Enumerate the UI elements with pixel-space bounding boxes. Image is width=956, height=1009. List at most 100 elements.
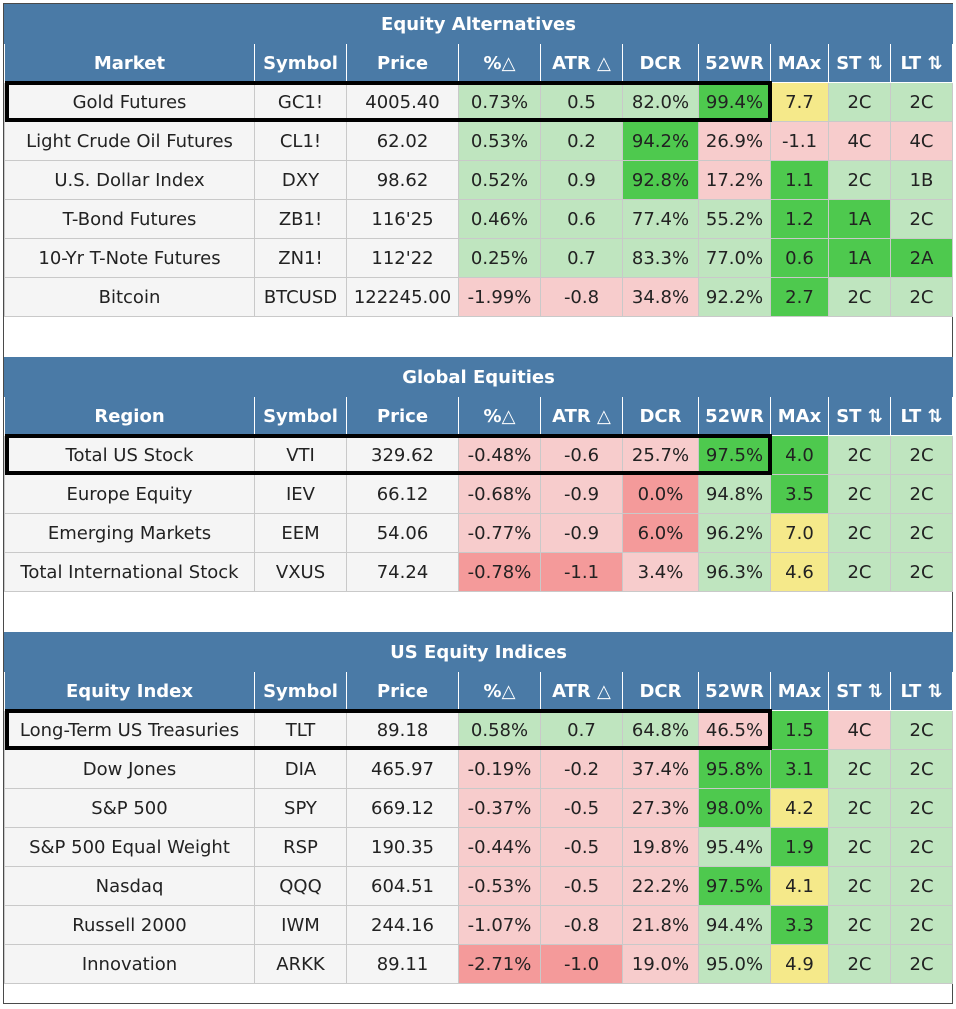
data-table: Global Equities Region Symbol Price %△ ATR △ D… xyxy=(3,357,954,592)
column-header-name[interactable]: Equity Index xyxy=(4,671,255,711)
52wr-cell: 96.2% xyxy=(698,513,771,553)
column-header-metric[interactable]: 52WR xyxy=(698,43,771,83)
column-header-price[interactable]: Price xyxy=(346,43,459,83)
column-header-name[interactable]: Market xyxy=(4,43,255,83)
lt-rating-cell: 2C xyxy=(889,905,954,945)
symbol-cell: QQQ xyxy=(254,866,347,906)
table-row[interactable]: Russell 2000 IWM 244.16 -1.07% -0.8 21.8% 94.4… xyxy=(4,905,954,945)
st-rating-cell: 2C xyxy=(828,552,891,592)
price-cell: 66.12 xyxy=(346,474,459,514)
column-header-metric[interactable]: ST ⇅ xyxy=(828,43,891,83)
table-row[interactable]: S&P 500 SPY 669.12 -0.37% -0.5 27.3% 98.0% 4.2 2… xyxy=(4,788,954,828)
column-header-metric[interactable]: %△ xyxy=(458,43,541,83)
pct-change-cell: 0.58% xyxy=(458,710,541,750)
column-header-metric[interactable]: LT ⇅ xyxy=(889,396,954,436)
column-header-metric[interactable]: ST ⇅ xyxy=(828,396,891,436)
name-cell: U.S. Dollar Index xyxy=(4,160,255,200)
pct-change-cell: -0.78% xyxy=(458,552,541,592)
dcr-cell: 64.8% xyxy=(622,710,699,750)
table-row[interactable]: T-Bond Futures ZB1! 116'25 0.46% 0.6 77.4% 55.… xyxy=(4,199,954,239)
price-cell: 62.02 xyxy=(346,121,459,161)
table-row[interactable]: 10-Yr T-Note Futures ZN1! 112'22 0.25% 0.7 83… xyxy=(4,238,954,278)
st-rating-cell: 1A xyxy=(828,238,891,278)
price-cell: 190.35 xyxy=(346,827,459,867)
table-row[interactable]: Emerging Markets EEM 54.06 -0.77% -0.9 6.0% 96… xyxy=(4,513,954,553)
table-row[interactable]: Dow Jones DIA 465.97 -0.19% -0.2 37.4% 95.8% 3.… xyxy=(4,749,954,789)
lt-rating-cell: 2C xyxy=(889,749,954,789)
column-header-metric[interactable]: DCR xyxy=(622,671,699,711)
column-header-metric[interactable]: MAx xyxy=(770,396,829,436)
column-header-metric[interactable]: LT ⇅ xyxy=(889,43,954,83)
column-header-symbol[interactable]: Symbol xyxy=(254,43,347,83)
st-rating-cell: 4C xyxy=(828,710,891,750)
symbol-cell: ARKK xyxy=(254,944,347,984)
column-header-metric[interactable]: LT ⇅ xyxy=(889,671,954,711)
max-cell: 7.0 xyxy=(770,513,829,553)
max-cell: 3.3 xyxy=(770,905,829,945)
table-row[interactable]: Europe Equity IEV 66.12 -0.68% -0.9 0.0% 94.8%… xyxy=(4,474,954,514)
atr-change-cell: 0.7 xyxy=(540,238,623,278)
st-rating-cell: 2C xyxy=(828,944,891,984)
max-cell: 1.9 xyxy=(770,827,829,867)
name-cell: T-Bond Futures xyxy=(4,199,255,239)
lt-rating-cell: 2C xyxy=(889,513,954,553)
dcr-cell: 83.3% xyxy=(622,238,699,278)
column-header-metric[interactable]: ATR △ xyxy=(540,396,623,436)
section-title-row: US Equity Indices xyxy=(3,632,954,672)
column-header-metric[interactable]: %△ xyxy=(458,396,541,436)
max-cell: 1.1 xyxy=(770,160,829,200)
column-header-metric[interactable]: MAx xyxy=(770,671,829,711)
table-row[interactable]: U.S. Dollar Index DXY 98.62 0.52% 0.9 92.8% 17… xyxy=(4,160,954,200)
table-row[interactable]: Total US Stock VTI 329.62 -0.48% -0.6 25.7% 97… xyxy=(4,435,954,475)
section-title-row: Equity Alternatives xyxy=(3,4,954,44)
symbol-cell: VXUS xyxy=(254,552,347,592)
column-header-metric[interactable]: ATR △ xyxy=(540,43,623,83)
name-cell: S&P 500 Equal Weight xyxy=(4,827,255,867)
max-cell: 4.2 xyxy=(770,788,829,828)
name-cell: Total International Stock xyxy=(4,552,255,592)
lt-rating-cell: 2C xyxy=(889,788,954,828)
table-row[interactable]: Light Crude Oil Futures CL1! 62.02 0.53% 0.2… xyxy=(4,121,954,161)
column-header-price[interactable]: Price xyxy=(346,671,459,711)
column-header-symbol[interactable]: Symbol xyxy=(254,671,347,711)
lt-rating-cell: 2C xyxy=(889,827,954,867)
table-row[interactable]: Nasdaq QQQ 604.51 -0.53% -0.5 22.2% 97.5% 4.1 2C… xyxy=(4,866,954,906)
lt-rating-cell: 2A xyxy=(889,238,954,278)
table-row[interactable]: S&P 500 Equal Weight RSP 190.35 -0.44% -0.5 1… xyxy=(4,827,954,867)
table-row[interactable]: Long-Term US Treasuries TLT 89.18 0.58% 0.7 6… xyxy=(4,710,954,750)
max-cell: 4.1 xyxy=(770,866,829,906)
column-header-metric[interactable]: 52WR xyxy=(698,671,771,711)
column-header-metric[interactable]: DCR xyxy=(622,396,699,436)
table-row[interactable]: Total International Stock VXUS 74.24 -0.78%… xyxy=(4,552,954,592)
column-header-metric[interactable]: ST ⇅ xyxy=(828,671,891,711)
52wr-cell: 92.2% xyxy=(698,277,771,317)
column-header-symbol[interactable]: Symbol xyxy=(254,396,347,436)
column-header-price[interactable]: Price xyxy=(346,396,459,436)
column-header-metric[interactable]: ATR △ xyxy=(540,671,623,711)
atr-change-cell: -0.5 xyxy=(540,827,623,867)
52wr-cell: 94.8% xyxy=(698,474,771,514)
price-cell: 54.06 xyxy=(346,513,459,553)
max-cell: 1.2 xyxy=(770,199,829,239)
name-cell: S&P 500 xyxy=(4,788,255,828)
table-row[interactable]: Innovation ARKK 89.11 -2.71% -1.0 19.0% 95.0% 4… xyxy=(4,944,954,984)
column-header-metric[interactable]: MAx xyxy=(770,43,829,83)
symbol-cell: DIA xyxy=(254,749,347,789)
symbol-cell: ZB1! xyxy=(254,199,347,239)
name-cell: Innovation xyxy=(4,944,255,984)
column-header-metric[interactable]: 52WR xyxy=(698,396,771,436)
max-cell: 4.6 xyxy=(770,552,829,592)
symbol-cell: DXY xyxy=(254,160,347,200)
name-cell: Emerging Markets xyxy=(4,513,255,553)
column-header-metric[interactable]: DCR xyxy=(622,43,699,83)
column-header-metric[interactable]: %△ xyxy=(458,671,541,711)
table-row[interactable]: Gold Futures GC1! 4005.40 0.73% 0.5 82.0% 99.4… xyxy=(4,82,954,122)
52wr-cell: 99.4% xyxy=(698,82,771,122)
table-row[interactable]: Bitcoin BTCUSD 122245.00 -1.99% -0.8 34.8% 92.… xyxy=(4,277,954,317)
lt-rating-cell: 2C xyxy=(889,866,954,906)
column-header-name[interactable]: Region xyxy=(4,396,255,436)
symbol-cell: SPY xyxy=(254,788,347,828)
52wr-cell: 55.2% xyxy=(698,199,771,239)
dcr-cell: 3.4% xyxy=(622,552,699,592)
max-cell: 4.0 xyxy=(770,435,829,475)
